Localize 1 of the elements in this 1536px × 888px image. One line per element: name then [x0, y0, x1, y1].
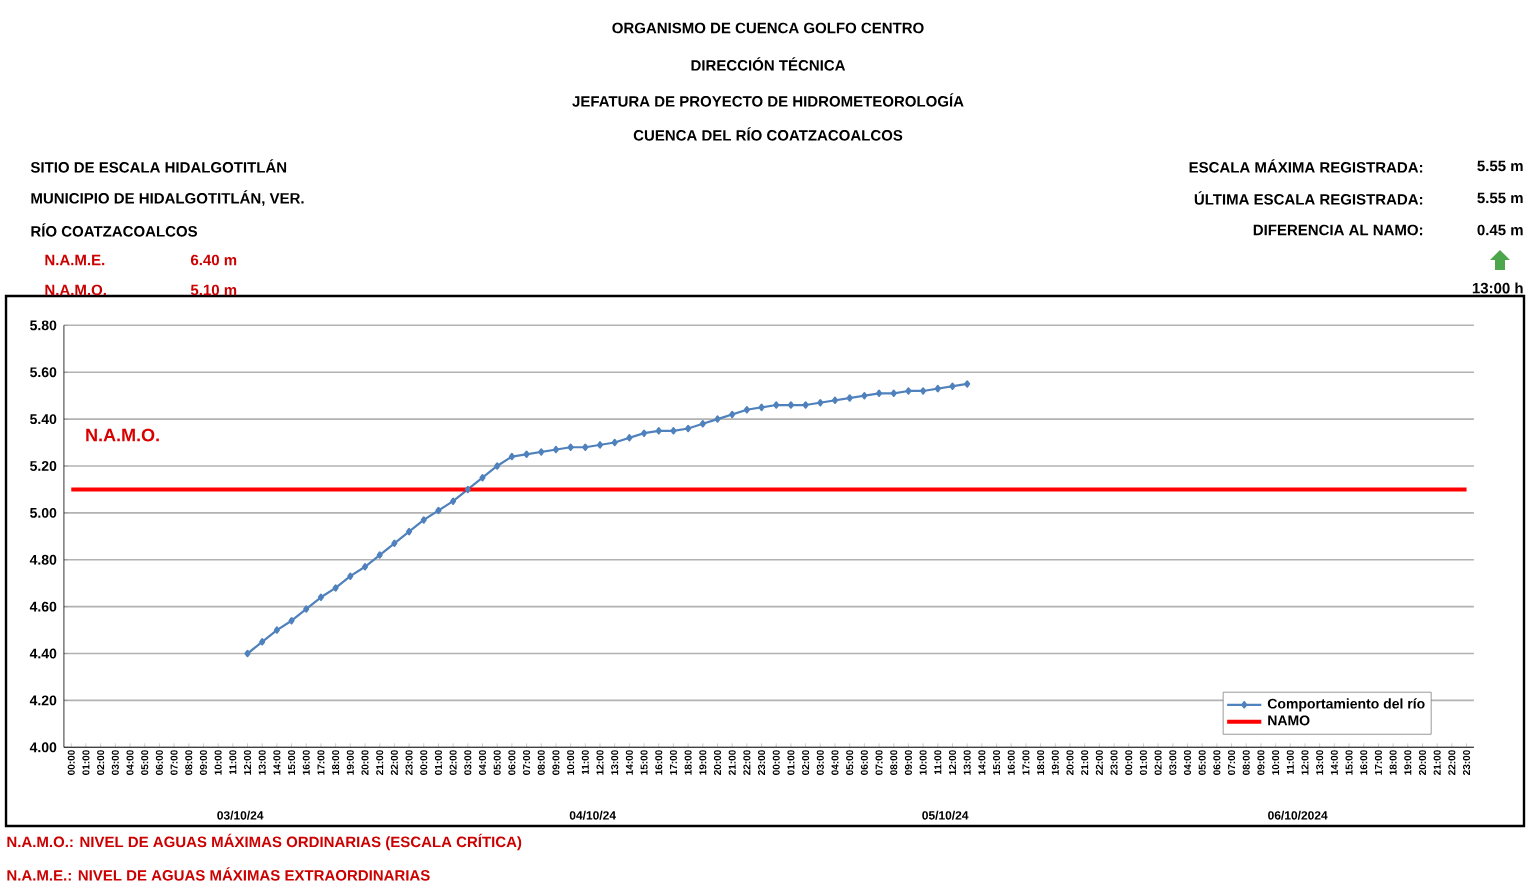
annotation: N.A.M.O.	[86, 428, 159, 442]
